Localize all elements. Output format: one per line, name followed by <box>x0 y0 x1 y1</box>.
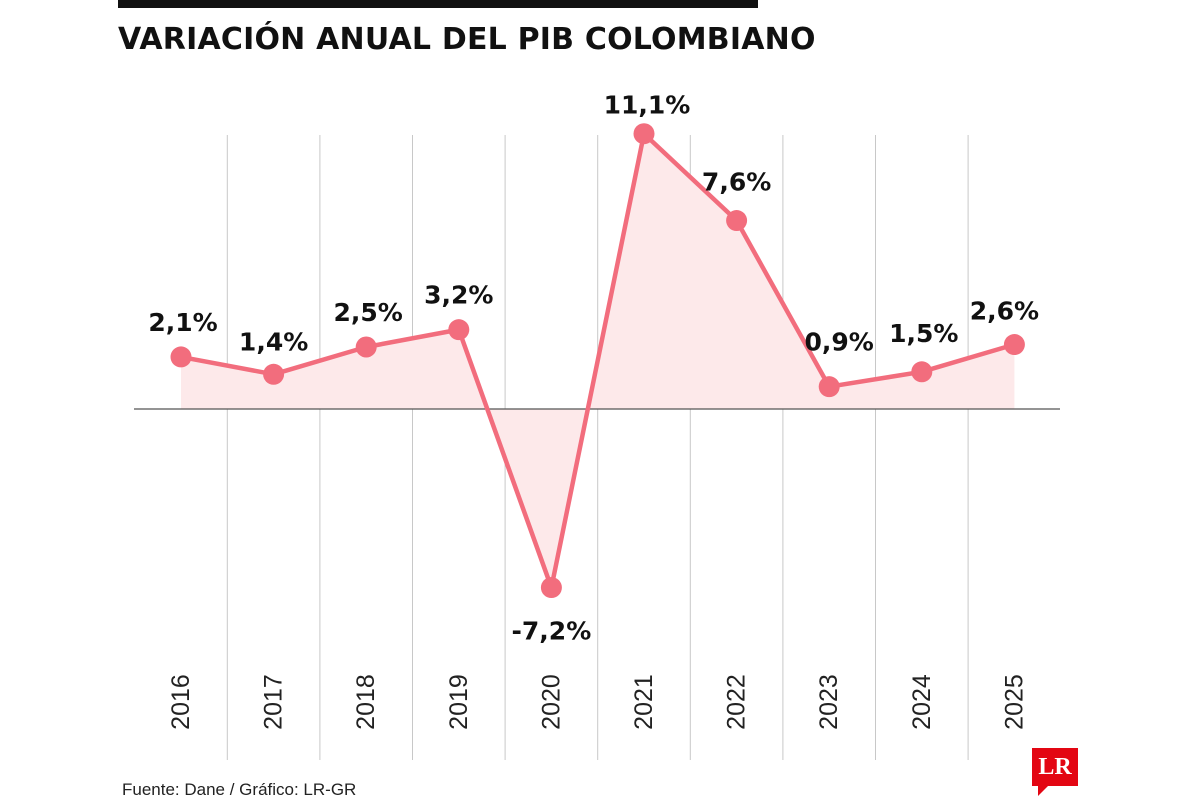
title-top-rule <box>118 0 758 8</box>
value-label-2025: 2,6% <box>970 297 1039 326</box>
year-label-2019: 2019 <box>445 674 473 730</box>
data-point-2019 <box>448 319 470 341</box>
chart-title: VARIACIÓN ANUAL DEL PIB COLOMBIANO <box>118 22 816 57</box>
value-label-2020: -7,2% <box>512 617 592 646</box>
year-label-2016: 2016 <box>167 674 195 730</box>
data-point-2025 <box>1003 334 1025 356</box>
data-point-2023 <box>818 376 840 398</box>
value-label-2023: 0,9% <box>805 328 874 357</box>
data-point-2024 <box>911 361 933 383</box>
data-point-2017 <box>263 363 285 385</box>
data-point-2018 <box>355 336 377 358</box>
value-label-2022: 7,6% <box>702 168 771 197</box>
year-label-2020: 2020 <box>537 674 565 730</box>
data-point-2022 <box>726 210 748 232</box>
year-label-2022: 2022 <box>723 674 751 730</box>
data-point-2020 <box>540 577 562 599</box>
source-note: Fuente: Dane / Gráfico: LR-GR <box>122 780 357 799</box>
series-line <box>180 131 1016 590</box>
year-label-2023: 2023 <box>815 674 843 730</box>
year-label-2018: 2018 <box>352 674 380 730</box>
value-label-2024: 1,5% <box>889 319 958 348</box>
year-labels: 2016 2017 2018 2019 2020 2021 2022 2023 2024 2025 <box>167 674 1028 730</box>
year-label-2025: 2025 <box>1000 674 1028 730</box>
year-label-2021: 2021 <box>630 674 658 730</box>
year-label-2017: 2017 <box>260 674 288 730</box>
value-labels: 2,1% 1,4% 2,5% 3,2% -7,2% 11,1% 7,6% 0,9% 1,5% 2,… <box>148 91 1039 646</box>
lr-logo[interactable]: LR <box>1032 748 1078 796</box>
vertical-grid <box>226 135 969 760</box>
value-label-2021: 11,1% <box>604 91 691 120</box>
value-label-2017: 1,4% <box>239 327 308 356</box>
value-label-2018: 2,5% <box>334 298 403 327</box>
value-label-2016: 2,1% <box>148 308 217 337</box>
data-points <box>170 123 1025 599</box>
data-point-2021 <box>633 123 655 145</box>
data-point-2016 <box>170 346 192 368</box>
year-label-2024: 2024 <box>908 674 936 730</box>
value-label-2019: 3,2% <box>424 281 493 310</box>
